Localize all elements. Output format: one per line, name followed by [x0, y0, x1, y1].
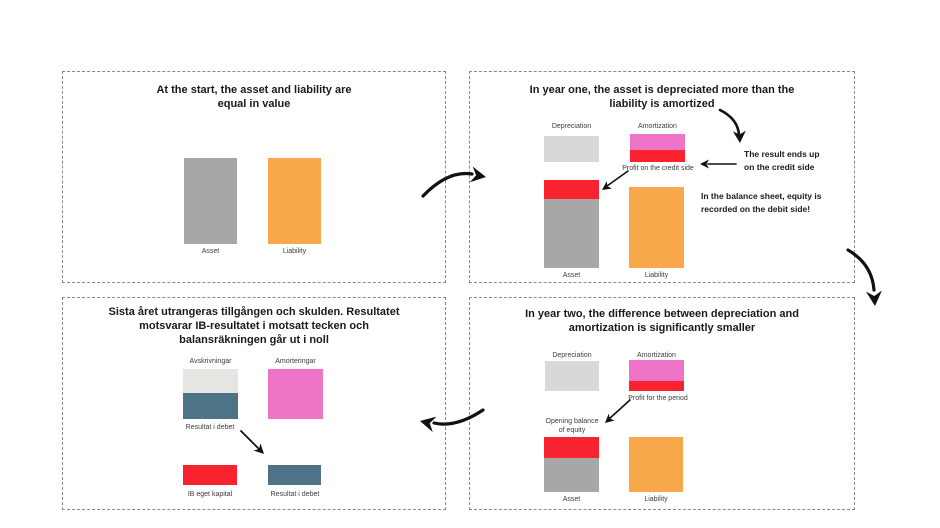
diagonal-arrow-profit-to-asset: [602, 170, 629, 190]
flow-arrow-panel1-to-panel2: [421, 166, 486, 198]
panel4-title-line1: In year two, the difference between depr…: [525, 308, 799, 320]
panel4-title-line2: amortization is significantly smaller: [568, 322, 756, 334]
panel-year-two: In year two, the difference between depr…: [469, 297, 855, 510]
asset-bar: [544, 437, 599, 492]
panel3-title-line3: balansräkningen går ut i noll: [179, 334, 329, 346]
panel2-title-line1: In year one, the asset is depreciated mo…: [529, 84, 795, 96]
amortization-segment-pink: [630, 134, 685, 150]
amortization-bar: [630, 134, 685, 162]
amorteringar-label: Amorteringar: [275, 358, 316, 365]
liability-label: Liability: [644, 496, 668, 503]
note-balance-line2: recorded on the debit side!: [701, 204, 811, 214]
avskrivningar-segment-lightgray: [183, 369, 238, 393]
amortization-segment-profit-red: [629, 381, 684, 391]
panel-year-one: In year one, the asset is depreciated mo…: [469, 71, 855, 283]
amortization-segment-pink: [629, 360, 684, 381]
asset-segment-gray: [544, 199, 599, 268]
panel3-title: Sista året utrangeras tillgången och sku…: [63, 305, 445, 347]
panel2-title-line2: liability is amortized: [609, 98, 715, 110]
amortization-label: Amortization: [638, 123, 677, 130]
note-balance-line1: In the balance sheet, equity is: [701, 191, 822, 201]
asset-bar: [544, 180, 599, 268]
asset-label: Asset: [562, 496, 581, 503]
liability-label: Liability: [282, 248, 307, 255]
amorteringar-bar: [268, 369, 323, 419]
opening-balance-label: Opening balance of equity: [536, 417, 608, 435]
liability-bar: [268, 158, 321, 244]
opening-balance-line1: Opening balance: [545, 418, 599, 425]
panel1-title-line1: At the start, the asset and liability ar…: [156, 84, 352, 96]
depreciation-label: Depreciation: [551, 123, 592, 130]
note-result-line2: on the credit side: [744, 162, 815, 172]
panel3-title-line1: Sista året utrangeras tillgången och sku…: [108, 306, 400, 318]
ib-eget-kapital-bar: [183, 465, 237, 485]
panel1-title: At the start, the asset and liability ar…: [63, 83, 445, 111]
depreciation-bar: [544, 136, 599, 162]
flow-arrow-panel2-to-panel4: [846, 248, 882, 306]
note-result-credit-side: The result ends up on the credit side: [744, 148, 820, 174]
amortization-bar: [629, 360, 684, 391]
liability-bar: [629, 187, 684, 268]
panel-final-year-swedish: Sista året utrangeras tillgången och sku…: [62, 297, 446, 510]
curved-down-arrow-title-to-note: [718, 108, 746, 143]
resultat-i-debet-bar: [268, 465, 321, 485]
profit-for-period-label: Profit for the period: [628, 395, 688, 402]
profit-credit-side-label: Profit on the credit side: [622, 165, 694, 172]
diagonal-arrow-profit-to-opening-balance: [605, 399, 631, 423]
diagonal-arrow-resultat-to-debet: [240, 430, 264, 454]
panel3-title-line2: motsvarar IB-resultatet i motsatt tecken…: [139, 320, 369, 332]
opening-balance-line2: of equity: [558, 427, 586, 434]
asset-label: Asset: [201, 248, 220, 255]
asset-label: Asset: [562, 272, 581, 279]
left-arrow-note-to-amortization: [700, 159, 737, 169]
depreciation-bar: [545, 361, 599, 391]
resultat-i-debet-bottom-label: Resultat i debet: [270, 491, 320, 498]
panel2-title: In year one, the asset is depreciated mo…: [470, 83, 854, 111]
note-result-line1: The result ends up: [744, 149, 820, 159]
asset-segment-gray: [544, 458, 599, 492]
avskrivningar-bar: [183, 369, 238, 419]
depreciation-label: Depreciation: [552, 352, 592, 359]
liability-bar: [629, 437, 683, 492]
amortization-label: Amortization: [637, 352, 676, 359]
note-balance-sheet-equity: In the balance sheet, equity is recorded…: [701, 190, 821, 216]
avskrivningar-segment-bluegray: [183, 393, 238, 419]
flow-arrow-panel4-to-panel3: [420, 408, 485, 433]
resultat-i-debet-top-label: Resultat i debet: [185, 424, 235, 431]
asset-bar: [184, 158, 237, 244]
panel-start-equal-value: At the start, the asset and liability ar…: [62, 71, 446, 283]
avskrivningar-label: Avskrivningar: [189, 358, 232, 365]
asset-segment-equity-red: [544, 180, 599, 199]
asset-segment-equity-red: [544, 437, 599, 458]
ib-eget-kapital-label: IB eget kapital: [187, 491, 233, 498]
amortization-segment-profit-red: [630, 150, 685, 162]
liability-label: Liability: [644, 272, 669, 279]
panel4-title: In year two, the difference between depr…: [470, 307, 854, 335]
panel1-title-line2: equal in value: [217, 98, 291, 110]
